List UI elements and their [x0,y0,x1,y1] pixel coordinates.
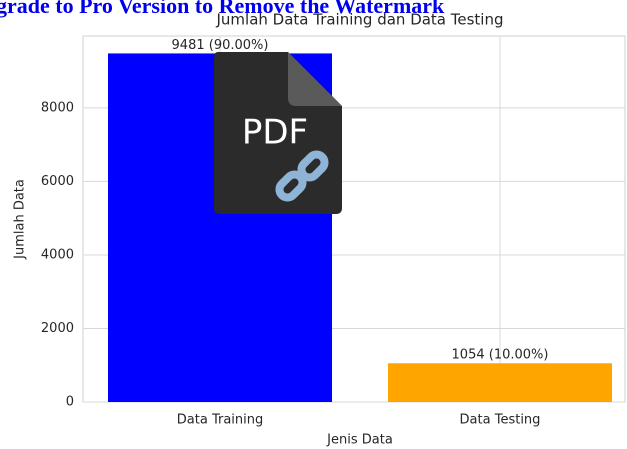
y-tick-label: 0 [66,395,74,410]
y-tick-label: 6000 [41,174,74,189]
y-tick-label: 8000 [41,100,74,115]
x-tick-label: Data Training [177,413,263,428]
plot-area: 0 2000 4000 6000 8000 9481 (90.00%) Data Train… [41,35,626,428]
pdf-icon: PDF [214,52,342,214]
x-tick-label: Data Testing [460,413,541,428]
icon-link [275,150,329,202]
y-tick-label: 2000 [41,321,74,336]
icon-label: PDF [242,113,308,153]
y-axis-label: Jumlah Data [13,179,28,260]
x-axis-label: Jenis Data [326,433,393,448]
y-tick-label: 4000 [41,247,74,262]
bar [388,363,612,402]
watermark: grade to Pro Version to Remove the Water… [0,0,445,18]
value-label: 9481 (90.00%) [172,38,269,53]
icon-fold [288,52,342,106]
value-label: 1054 (10.00%) [452,348,549,363]
chart-title: Jumlah Data Training dan Data Testing [215,11,503,29]
